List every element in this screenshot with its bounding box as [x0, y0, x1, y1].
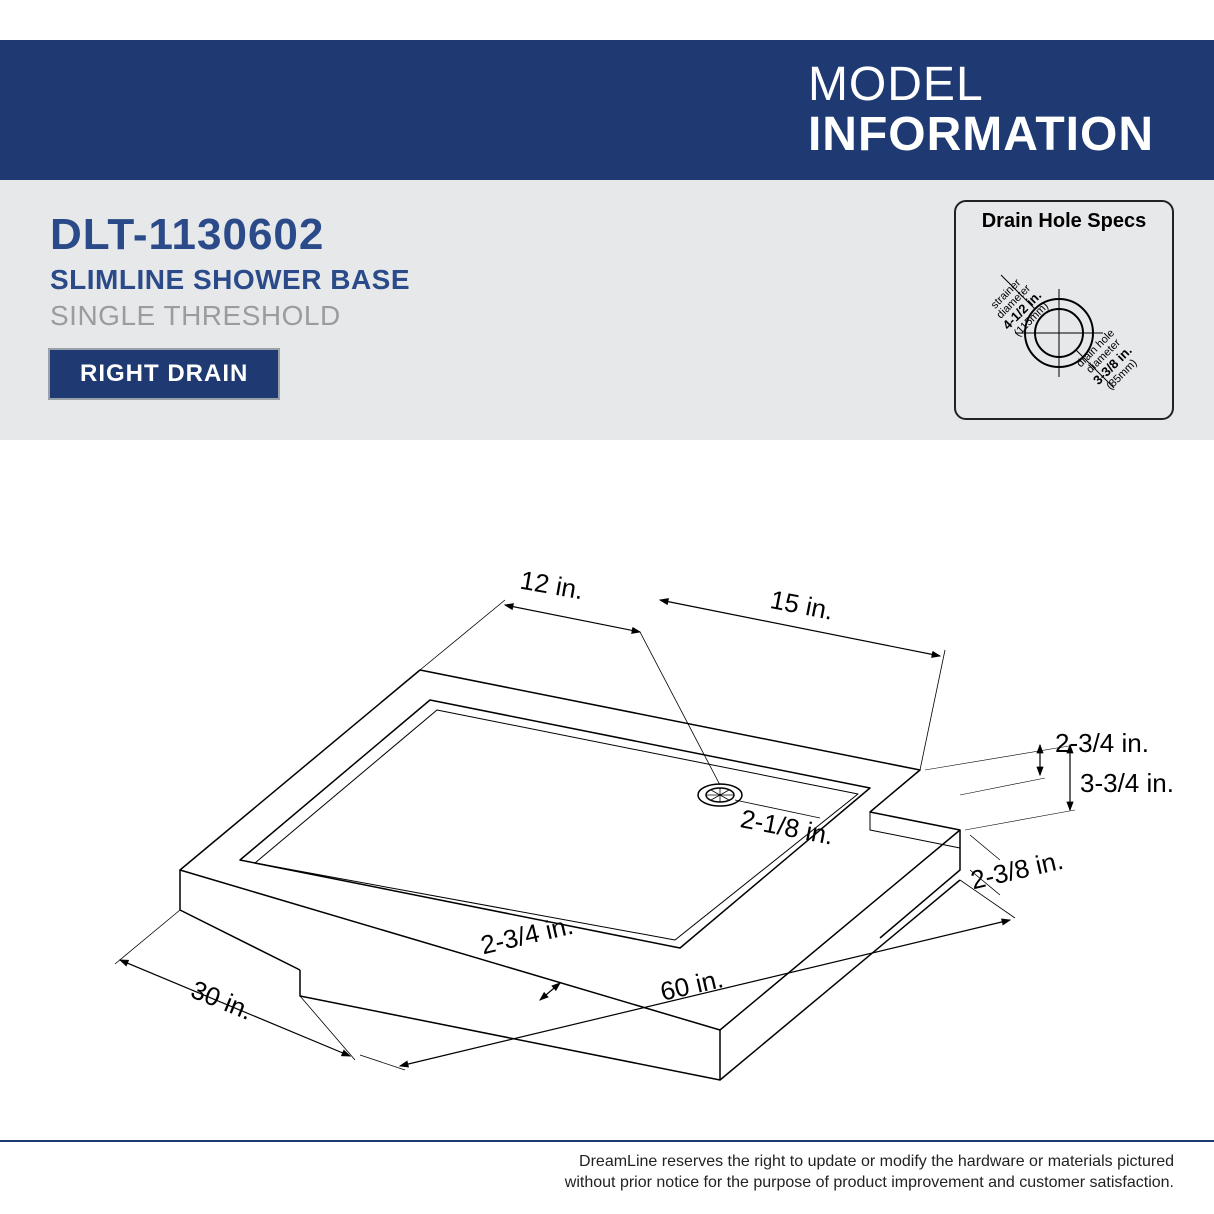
header-banner: MODEL INFORMATION [0, 40, 1214, 180]
banner-title: MODEL INFORMATION [808, 60, 1154, 161]
footer-disclaimer: DreamLine reserves the right to update o… [0, 1140, 1214, 1194]
dim-2-3-4-top: 2-3/4 in. [1055, 728, 1149, 759]
footer-line1: DreamLine reserves the right to update o… [579, 1153, 1174, 1170]
info-panel: DLT-1130602 SLIMLINE SHOWER BASE SINGLE … [0, 180, 1214, 440]
drain-specs-box: Drain Hole Specs strainer diameter 4-1/2… [954, 200, 1174, 420]
technical-diagram: 12 in. 15 in. 2-1/8 in. 2-3/4 in. 3-3/4 … [0, 440, 1214, 1140]
banner-line2: INFORMATION [808, 108, 1154, 161]
drain-specs-title: Drain Hole Specs [956, 210, 1172, 233]
drain-specs-diagram: strainer diameter 4-1/2 in. (115mm) drai… [959, 233, 1169, 413]
shower-base-drawing [0, 440, 1214, 1140]
banner-line1: MODEL [808, 58, 984, 111]
dim-3-3-4: 3-3/4 in. [1080, 768, 1174, 799]
footer-line2: without prior notice for the purpose of … [565, 1174, 1174, 1191]
drain-position-badge: RIGHT DRAIN [50, 350, 278, 398]
